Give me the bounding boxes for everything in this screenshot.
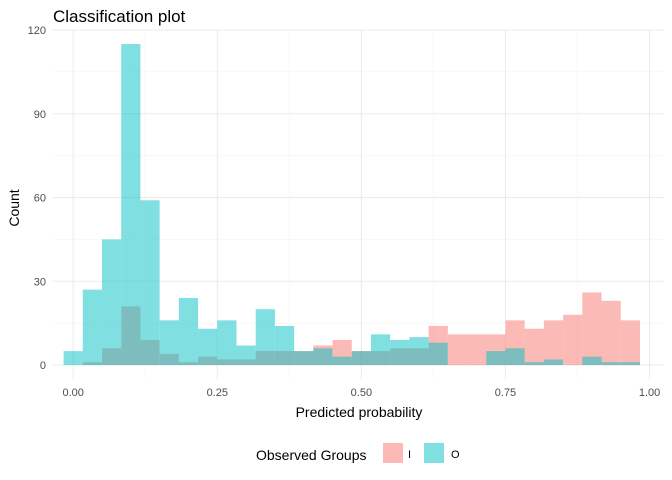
bars: [63, 43, 640, 366]
bar-o: [313, 348, 333, 366]
bar-o: [332, 356, 352, 366]
legend-swatch-i: [383, 443, 403, 463]
x-tick-label: 0.00: [62, 387, 83, 399]
bar-o: [370, 334, 391, 366]
bar-o: [102, 239, 122, 366]
chart-title: Classification plot: [53, 7, 186, 26]
x-tick-label: 0.25: [207, 387, 228, 399]
bar-o: [620, 362, 640, 366]
legend-title: Observed Groups: [256, 447, 367, 463]
bar-o: [274, 325, 295, 366]
bar-i: [467, 334, 487, 366]
x-tick-label: 0.50: [351, 387, 372, 399]
x-axis-ticks: 0.00 0.25 0.50 0.75 1.00: [62, 387, 660, 399]
bar-i: [543, 320, 564, 366]
legend-label-o: O: [451, 449, 460, 461]
bar-o: [255, 309, 275, 366]
legend: Observed Groups I O: [256, 443, 460, 463]
x-tick-label: 1.00: [639, 387, 660, 399]
bar-o: [82, 289, 102, 366]
bar-o: [198, 328, 218, 366]
legend-swatch-o: [424, 443, 444, 463]
bar-o: [217, 320, 237, 366]
bar-o: [236, 345, 256, 366]
bar-o: [121, 43, 141, 366]
bar-i: [447, 334, 468, 366]
x-axis-title: Predicted probability: [296, 404, 423, 420]
x-tick-label: 0.75: [495, 387, 516, 399]
bar-i: [563, 314, 583, 366]
bar-o: [505, 348, 525, 366]
bar-o: [524, 362, 544, 366]
bar-o: [601, 362, 621, 366]
legend-label-i: I: [408, 449, 411, 461]
y-axis-title: Count: [6, 189, 22, 226]
bar-o: [582, 356, 602, 366]
bar-o: [543, 359, 564, 366]
bar-i: [524, 328, 544, 366]
bar-o: [140, 200, 160, 366]
bar-i: [620, 320, 640, 366]
y-tick-label: 90: [34, 109, 46, 121]
bar-o: [409, 337, 429, 366]
bar-o: [294, 351, 314, 366]
bar-o: [351, 351, 371, 366]
bar-i: [582, 292, 602, 366]
bar-o: [63, 351, 83, 366]
bar-o: [486, 351, 506, 366]
y-tick-label: 60: [34, 193, 46, 205]
bar-i: [601, 300, 621, 366]
bar-o: [428, 342, 448, 366]
bar-o: [159, 320, 179, 366]
bar-o: [390, 339, 410, 366]
y-tick-label: 120: [28, 25, 46, 37]
y-axis-ticks: 0 30 60 90 120: [28, 25, 46, 372]
y-tick-label: 30: [34, 276, 46, 288]
y-tick-label: 0: [40, 360, 46, 372]
bar-o: [178, 298, 199, 366]
